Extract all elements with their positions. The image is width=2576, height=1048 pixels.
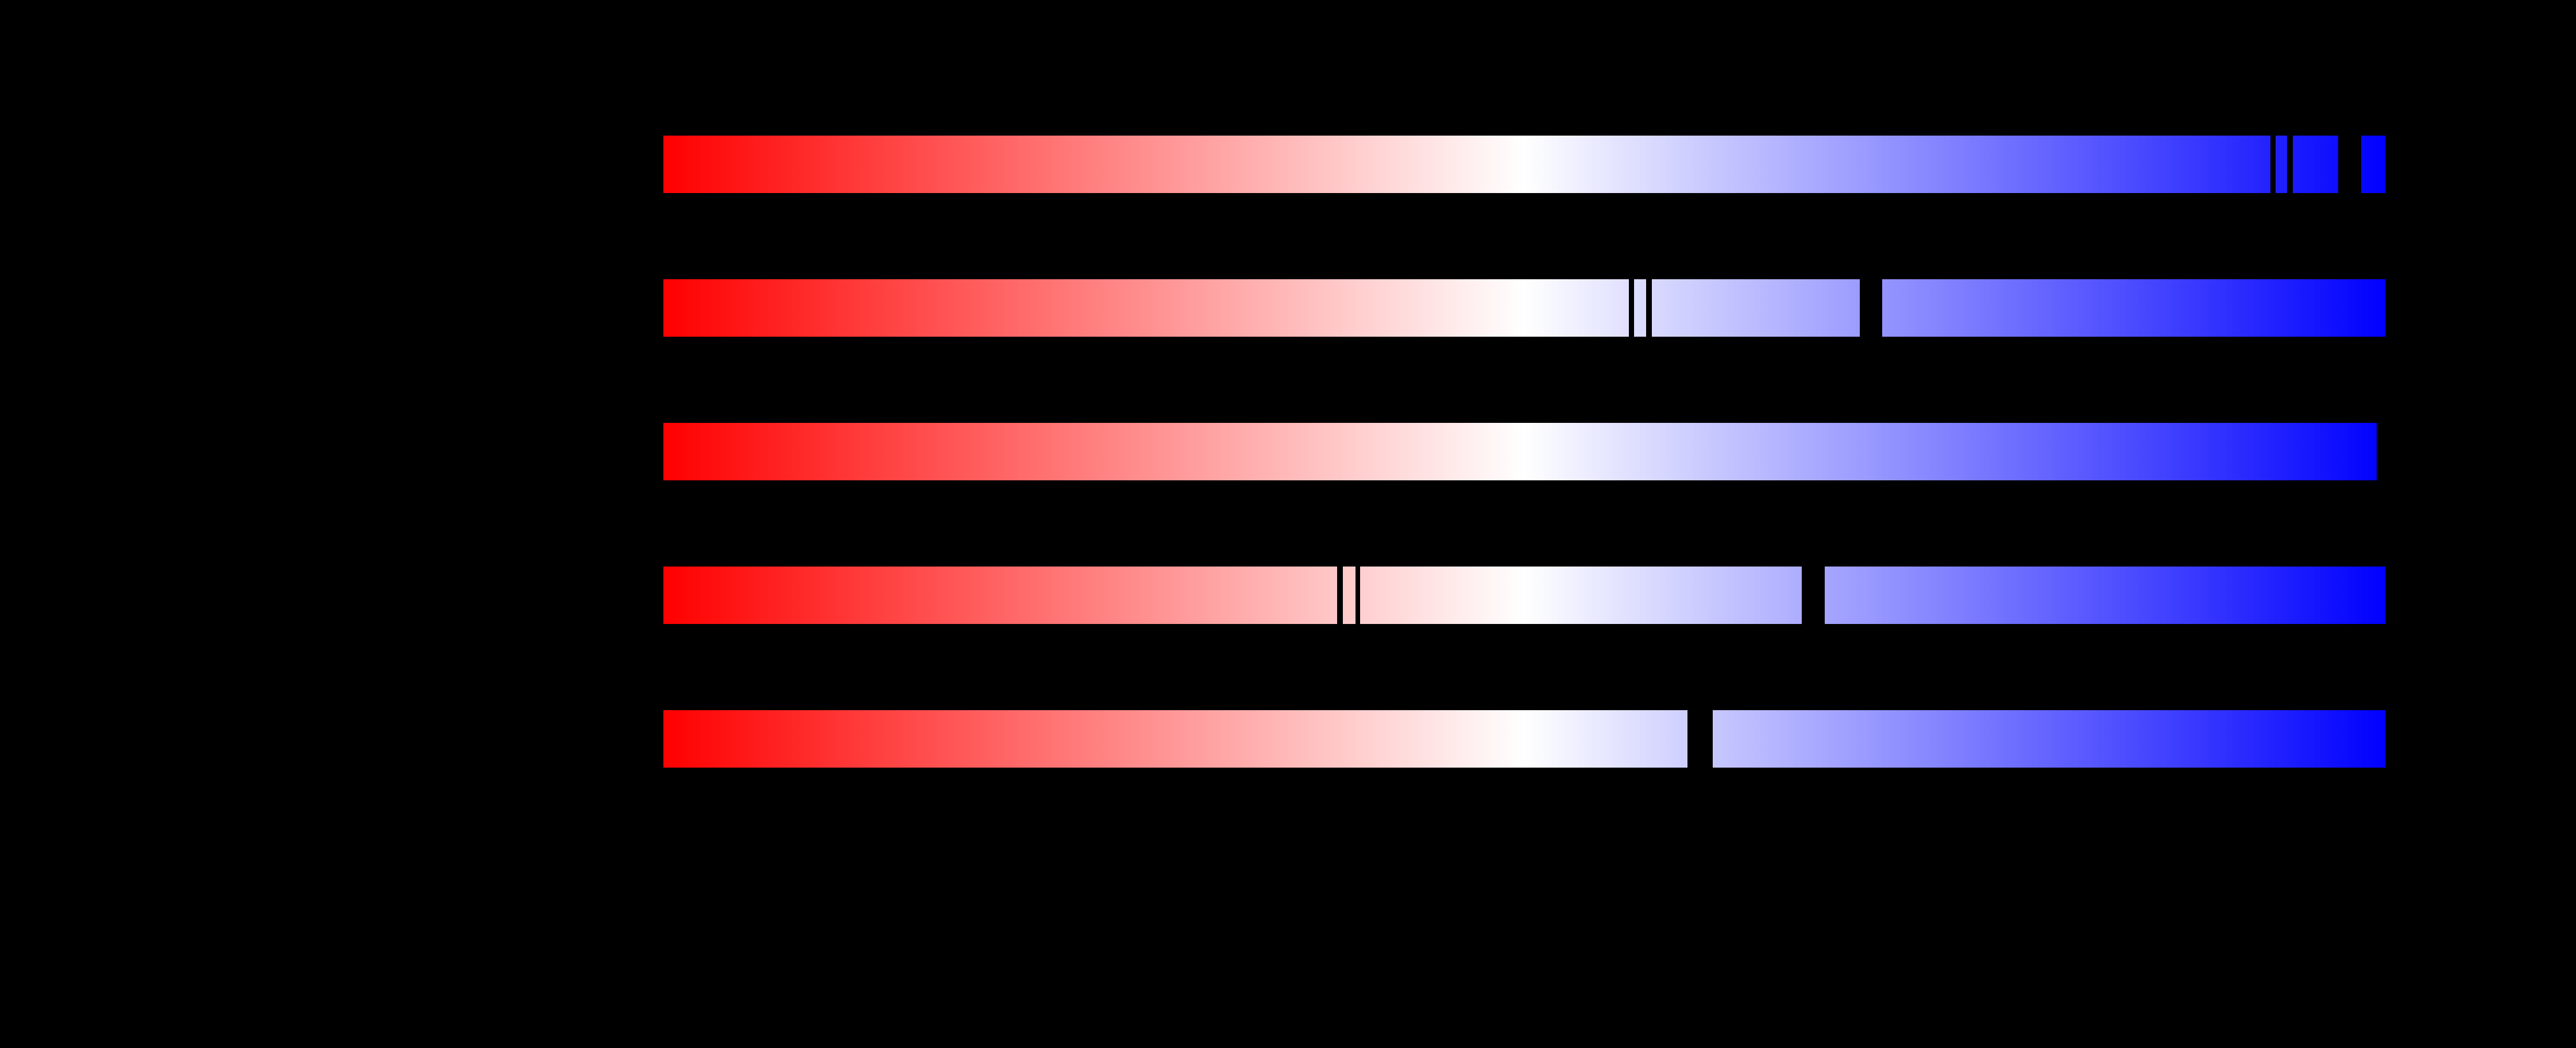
bar-break-gap [1629, 279, 1634, 337]
gradient-bar-row-3 [663, 423, 2377, 480]
gradient-bar-row-5 [663, 710, 2385, 768]
bar-break-gap [1355, 566, 1360, 625]
gradient-bar-row-2 [663, 279, 2385, 337]
gradient-bar-row-4 [663, 566, 2385, 625]
bar-break-gap [1337, 566, 1343, 625]
bar-break-gap [2270, 135, 2276, 194]
bar-break-gap [2338, 135, 2361, 194]
bar-break-gap [1802, 566, 1825, 625]
bar-break-gap [1687, 710, 1713, 768]
gradient-bar-row-1 [663, 135, 2385, 194]
bar-break-gap [1646, 279, 1652, 337]
bar-break-gap [2287, 135, 2293, 194]
bar-break-gap [1860, 279, 1882, 337]
